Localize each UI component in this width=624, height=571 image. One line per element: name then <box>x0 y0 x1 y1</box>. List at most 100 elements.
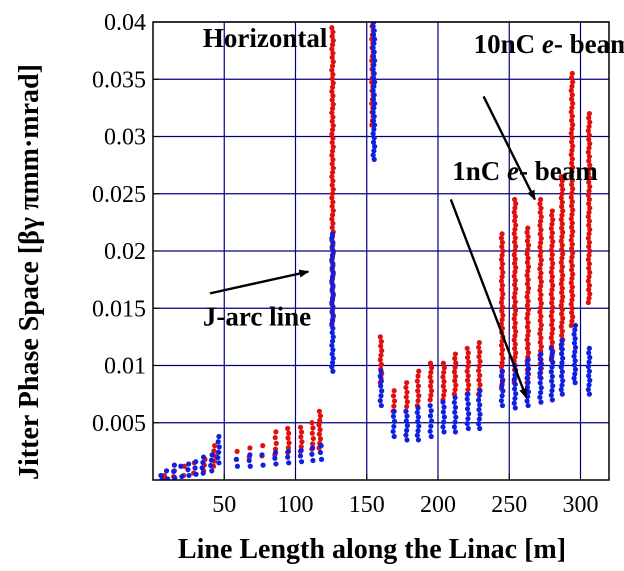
data-point <box>524 229 530 235</box>
data-point <box>329 127 336 133</box>
data-point <box>585 171 591 177</box>
data-point <box>569 220 575 226</box>
data-point <box>499 282 506 288</box>
data-point <box>330 50 336 56</box>
data-point <box>215 439 221 445</box>
data-point <box>538 375 544 381</box>
data-point <box>310 445 316 451</box>
data-point <box>550 304 556 310</box>
data-point <box>513 391 519 397</box>
data-point <box>371 143 378 150</box>
data-point <box>310 457 316 464</box>
data-point <box>572 371 578 377</box>
data-point <box>586 231 592 237</box>
data-point <box>538 351 544 357</box>
data-point <box>404 437 410 443</box>
data-point <box>329 203 335 209</box>
data-point <box>329 338 336 344</box>
data-point <box>466 411 472 417</box>
data-point <box>550 260 556 267</box>
data-point <box>525 341 531 347</box>
data-point <box>572 336 578 342</box>
annotation-label: J-arc line <box>203 301 311 331</box>
data-point <box>452 378 458 384</box>
data-point <box>525 264 532 270</box>
data-point <box>525 328 532 334</box>
data-point <box>415 373 421 379</box>
data-point <box>330 178 336 184</box>
data-point <box>500 355 506 361</box>
data-point <box>499 317 505 323</box>
data-point <box>451 424 457 430</box>
data-point <box>273 440 279 446</box>
tick-labels: 50 100 150 200 250 300 0.005 0.01 0.015 0.02 0.025… <box>92 10 599 518</box>
data-point <box>587 269 593 276</box>
data-point <box>569 83 575 89</box>
data-point <box>476 406 482 413</box>
data-point <box>525 246 531 253</box>
data-point <box>316 431 322 437</box>
data-point <box>329 161 335 167</box>
data-point <box>511 400 517 406</box>
data-point <box>247 463 253 469</box>
data-point <box>570 100 576 107</box>
data-point <box>371 148 377 154</box>
annotation-label: Horizontal <box>203 23 328 53</box>
data-point <box>587 291 593 297</box>
data-point <box>476 344 482 350</box>
data-point <box>586 350 592 356</box>
data-point <box>537 309 543 315</box>
data-point <box>560 315 566 321</box>
data-point <box>371 105 377 111</box>
data-point <box>329 173 335 180</box>
data-point <box>403 384 409 391</box>
data-point <box>559 311 565 317</box>
data-point <box>558 259 564 266</box>
data-point <box>476 363 482 369</box>
data-point <box>586 282 593 288</box>
data-point <box>499 231 505 237</box>
data-point <box>451 369 457 375</box>
data-point <box>560 229 566 235</box>
data-point <box>560 355 566 361</box>
data-point <box>199 465 205 471</box>
data-point <box>568 216 574 222</box>
data-point <box>549 339 555 345</box>
data-point <box>538 279 544 285</box>
data-point <box>550 282 556 288</box>
data-point <box>587 226 593 233</box>
data-point <box>559 255 565 261</box>
data-point <box>330 71 336 78</box>
data-point <box>559 373 565 379</box>
data-point <box>390 393 397 399</box>
data-point <box>587 377 593 383</box>
annotations: Horizontal 10nC e- beam 1nC e- beam J-arc l… <box>203 23 624 331</box>
data-point <box>330 291 336 297</box>
data-point <box>329 231 336 237</box>
data-point <box>477 425 483 432</box>
data-point <box>524 375 530 381</box>
data-point <box>549 234 555 240</box>
data-point <box>404 427 410 433</box>
data-point <box>586 287 592 293</box>
data-point <box>329 25 335 31</box>
data-point <box>548 247 554 253</box>
data-point <box>500 312 506 319</box>
data-point <box>537 209 543 216</box>
data-point <box>330 269 336 276</box>
data-point <box>549 355 555 361</box>
data-point <box>310 425 316 431</box>
data-point <box>558 173 564 180</box>
data-point <box>538 399 544 405</box>
data-point <box>404 380 410 386</box>
data-point <box>428 423 434 429</box>
data-point <box>559 246 565 253</box>
data-point <box>272 455 278 461</box>
data-point <box>559 351 565 357</box>
data-point <box>370 152 376 158</box>
data-point <box>548 313 554 319</box>
data-point <box>370 118 377 124</box>
data-point <box>441 378 447 385</box>
data-point <box>427 383 434 389</box>
data-point <box>549 208 555 214</box>
